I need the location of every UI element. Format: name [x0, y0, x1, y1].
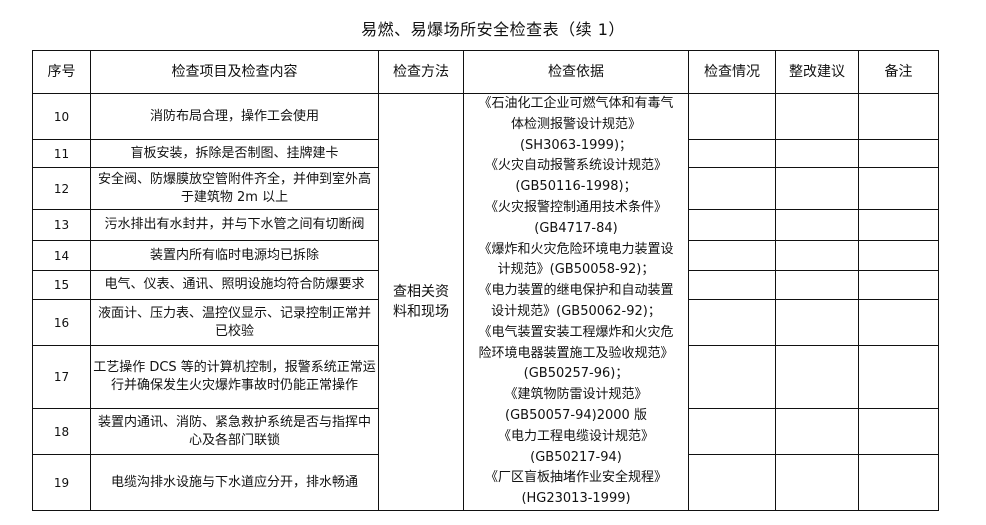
remark-cell[interactable]	[858, 408, 939, 455]
row-item: 工艺操作 DCS 等的计算机控制，报警系统正常运行并确保发生火灾爆炸事故时仍能正…	[90, 345, 379, 409]
row-item: 装置内通讯、消防、紧急救护系统是否与指挥中心及各部门联锁	[90, 408, 379, 455]
row-number: 13	[32, 209, 91, 241]
remark-cell[interactable]	[858, 167, 939, 210]
remark-cell[interactable]	[858, 93, 939, 140]
suggestion-cell[interactable]	[775, 299, 859, 346]
basis-line: 《电力工程电缆设计规范》	[497, 428, 654, 444]
header-item: 检查项目及检查内容	[90, 50, 379, 94]
row-number: 15	[32, 270, 91, 300]
basis-line: 设计规范》(GB50062-92)；	[491, 304, 661, 319]
remark-cell[interactable]	[858, 240, 939, 271]
row-number: 11	[32, 139, 91, 168]
suggestion-cell[interactable]	[775, 408, 859, 455]
status-cell[interactable]	[688, 93, 776, 140]
suggestion-cell[interactable]	[775, 139, 859, 168]
row-item: 液面计、压力表、温控仪显示、记录控制正常并已校验	[90, 299, 379, 346]
row-item: 消防布局合理，操作工会使用	[90, 93, 379, 140]
status-cell[interactable]	[688, 270, 776, 300]
table-row: 19 电缆沟排水设施与下水道应分开，排水畅通	[32, 454, 939, 511]
basis-line: 《电力装置的继电保护和自动装置	[478, 283, 674, 299]
suggestion-cell[interactable]	[775, 93, 859, 140]
row-number: 17	[32, 345, 91, 409]
row-number: 10	[32, 93, 91, 140]
table-row: 10 消防布局合理，操作工会使用查相关资料和现场 《石油化工企业可燃气体和有毒气…	[32, 93, 939, 511]
status-cell[interactable]	[688, 408, 776, 455]
remark-cell[interactable]	[858, 454, 939, 511]
header-remark: 备注	[858, 50, 939, 94]
basis-line: (GB50257-96)；	[523, 366, 629, 382]
basis-line: 《电气装置安装工程爆炸和火灾危	[478, 324, 674, 340]
header-status: 检查情况	[688, 50, 776, 94]
table-row: 17 工艺操作 DCS 等的计算机控制，报警系统正常运行并确保发生火灾爆炸事故时…	[32, 345, 939, 409]
suggestion-cell[interactable]	[775, 454, 859, 511]
status-cell[interactable]	[688, 139, 776, 168]
row-item: 装置内所有临时电源均已拆除	[90, 240, 379, 271]
basis-line: 《火灾报警控制通用技术条件》	[484, 200, 667, 216]
basis-line: (SH3063-1999)；	[519, 137, 633, 153]
header-basis: 检查依据	[463, 50, 689, 94]
basis-line: 体检测报警设计规范》	[510, 116, 641, 132]
basis-line: (GB50116-1998)；	[515, 179, 637, 195]
row-item: 污水排出有水封井，并与下水管之间有切断阀	[90, 209, 379, 241]
suggestion-cell[interactable]	[775, 167, 859, 210]
remark-cell[interactable]	[858, 299, 939, 346]
remark-cell[interactable]	[858, 270, 939, 300]
basis-line: (GB4717-84)	[534, 220, 618, 236]
check-basis: 《石油化工企业可燃气体和有毒气 体检测报警设计规范》 (SH3063-1999)； 《…	[463, 93, 689, 511]
status-cell[interactable]	[688, 240, 776, 271]
row-number: 16	[32, 299, 91, 346]
table-row: 13 污水排出有水封井，并与下水管之间有切断阀	[32, 209, 939, 241]
basis-line: 计规范》(GB50058-92)；	[497, 262, 655, 278]
row-item: 电气、仪表、通讯、照明设施均符合防爆要求	[90, 270, 379, 300]
suggestion-cell[interactable]	[775, 240, 859, 271]
basis-line: 《火灾自动报警系统设计规范》	[484, 158, 667, 174]
basis-line: (GB50057-94)2000 版	[505, 407, 647, 423]
row-number: 19	[32, 454, 91, 511]
status-cell[interactable]	[688, 454, 776, 511]
row-number: 18	[32, 408, 91, 455]
remark-cell[interactable]	[858, 345, 939, 409]
row-item: 安全阀、防爆膜放空管附件齐全，并伸到室外高于建筑物 2m 以上	[90, 167, 379, 210]
check-method: 查相关资料和现场	[378, 93, 464, 511]
suggestion-cell[interactable]	[775, 345, 859, 409]
status-cell[interactable]	[688, 345, 776, 409]
row-number: 12	[32, 167, 91, 210]
remark-cell[interactable]	[858, 139, 939, 168]
basis-line: 《石油化工企业可燃气体和有毒气	[478, 96, 674, 112]
basis-line: (GB50217-94)	[530, 449, 622, 465]
basis-line: 《建筑物防雷设计规范》	[504, 387, 648, 403]
status-cell[interactable]	[688, 167, 776, 210]
row-number: 14	[32, 240, 91, 271]
inspection-table: 序号 检查项目及检查内容 检查方法 检查依据 检查情况 整改建议 备注 10 消…	[32, 50, 939, 511]
status-cell[interactable]	[688, 209, 776, 241]
remark-cell[interactable]	[858, 209, 939, 241]
row-item: 电缆沟排水设施与下水道应分开，排水畅通	[90, 454, 379, 511]
status-cell[interactable]	[688, 299, 776, 346]
basis-line: 《厂区盲板抽堵作业安全规程》	[484, 470, 667, 486]
header-method: 检查方法	[378, 50, 464, 94]
table-row: 18 装置内通讯、消防、紧急救护系统是否与指挥中心及各部门联锁	[32, 408, 939, 455]
basis-line: (HG23013-1999)	[521, 491, 631, 507]
basis-line: 《爆炸和火灾危险环境电力装置设	[478, 241, 674, 257]
row-item: 盲板安装，拆除是否制图、挂牌建卡	[90, 139, 379, 168]
header-suggestion: 整改建议	[775, 50, 859, 94]
document-title: 易燃、易爆场所安全检查表（续 1）	[361, 20, 625, 39]
suggestion-cell[interactable]	[775, 270, 859, 300]
table-row: 11 盲板安装，拆除是否制图、挂牌建卡	[32, 139, 939, 168]
check-method-text: 查相关资料和现场	[393, 284, 449, 320]
header-no: 序号	[32, 50, 91, 94]
basis-line: 险环境电器装置施工及验收规范》	[478, 345, 674, 361]
table-row: 16 液面计、压力表、温控仪显示、记录控制正常并已校验	[32, 299, 939, 346]
suggestion-cell[interactable]	[775, 209, 859, 241]
table-row: 12 安全阀、防爆膜放空管附件齐全，并伸到室外高于建筑物 2m 以上	[32, 167, 939, 210]
header-row: 序号 检查项目及检查内容 检查方法 检查依据 检查情况 整改建议 备注	[32, 50, 939, 94]
